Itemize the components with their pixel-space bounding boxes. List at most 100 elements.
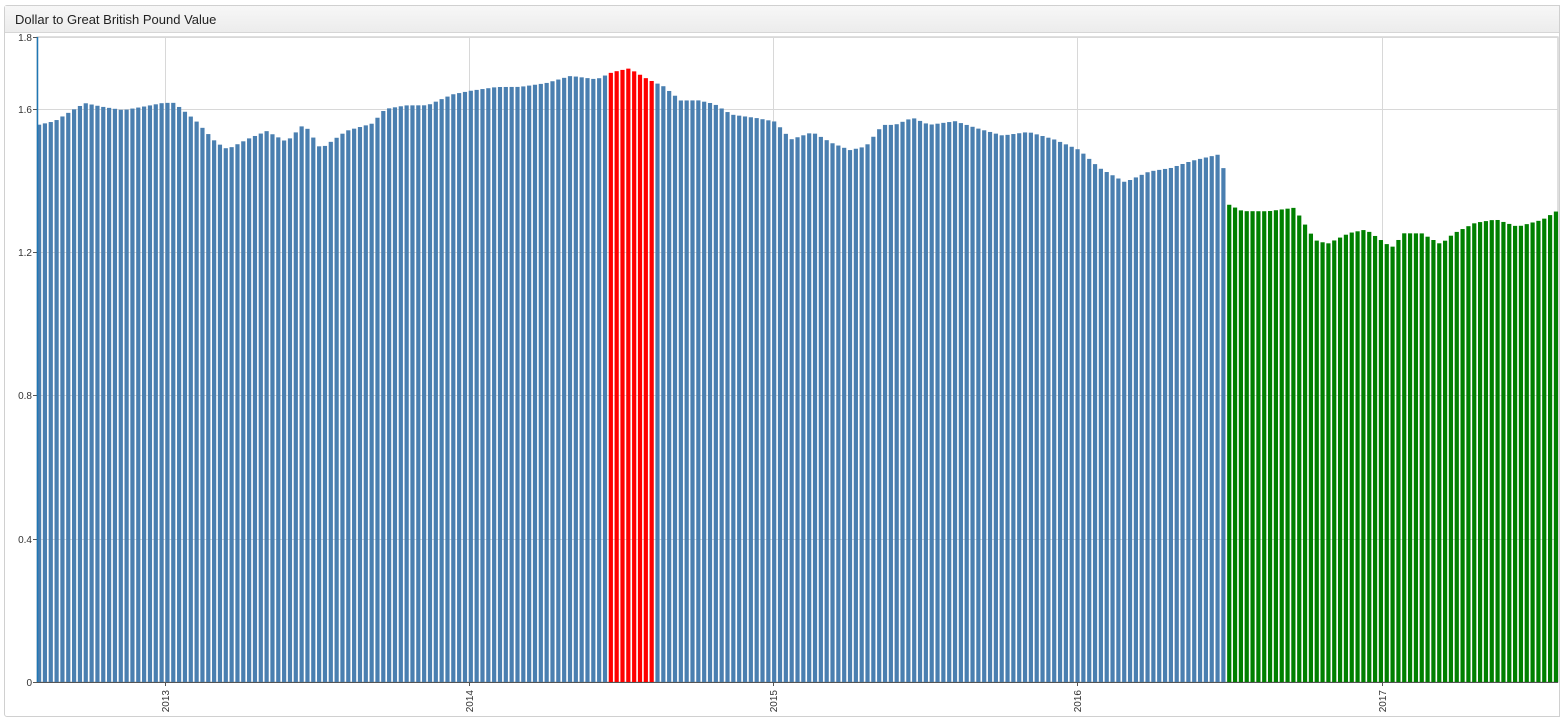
y-tick-label: 0 [26, 678, 32, 689]
bar [1057, 141, 1063, 683]
bar [853, 148, 858, 683]
bar [684, 100, 689, 682]
bar [877, 129, 882, 683]
bar [1314, 240, 1319, 682]
bar [264, 131, 269, 682]
bar [912, 118, 917, 682]
bar [229, 147, 234, 682]
bar [1087, 158, 1092, 682]
bar [900, 121, 905, 682]
y-tick-label: 1.2 [18, 248, 32, 259]
bar [725, 112, 730, 682]
bar [1279, 209, 1284, 682]
bar [661, 86, 666, 682]
bar [1022, 132, 1028, 683]
bar [1063, 144, 1068, 683]
bar [107, 107, 112, 683]
bar [842, 147, 847, 683]
bar [1320, 242, 1325, 682]
bar [48, 122, 53, 682]
bar [731, 114, 736, 682]
bar [457, 93, 462, 682]
bar [66, 112, 71, 683]
bar [777, 127, 783, 682]
bar [124, 109, 129, 683]
bar [1028, 132, 1033, 682]
bar [1530, 222, 1535, 683]
bar [1075, 149, 1080, 682]
bar [754, 118, 759, 683]
bar [212, 140, 217, 682]
bar [1425, 236, 1430, 682]
bar [532, 84, 538, 683]
bar [807, 133, 812, 683]
bar [1536, 220, 1541, 682]
bar [1034, 134, 1039, 683]
bar [1215, 154, 1220, 682]
bar [1174, 165, 1179, 683]
bars-layer [37, 68, 1559, 683]
bar [142, 106, 147, 682]
bar [311, 137, 316, 682]
bar [871, 136, 876, 682]
bar [1232, 207, 1238, 682]
bar [153, 104, 158, 682]
bar [503, 86, 508, 683]
y-tick-label: 1.6 [18, 105, 32, 116]
bar [1472, 223, 1477, 682]
bar [357, 127, 363, 682]
bar [643, 78, 648, 682]
bar [89, 104, 94, 682]
bar [276, 137, 281, 682]
x-tick-label: 2015 [769, 690, 780, 713]
bar [1349, 232, 1354, 683]
bar [1553, 211, 1559, 683]
bar [130, 108, 135, 682]
bar [818, 136, 823, 682]
bar [1221, 168, 1226, 683]
bar [964, 124, 969, 682]
bar [859, 147, 864, 682]
y-tick-label: 0.4 [18, 535, 32, 546]
bar [95, 105, 100, 682]
bar [486, 88, 491, 683]
bar [1542, 218, 1547, 682]
bar [1495, 219, 1500, 683]
bar [742, 116, 748, 682]
x-tick-label: 2017 [1378, 690, 1389, 713]
bar [282, 140, 287, 683]
bar [287, 138, 293, 682]
bar [1040, 136, 1045, 682]
bar [690, 100, 695, 683]
bar [165, 102, 170, 683]
bar [1011, 134, 1016, 683]
bar [1384, 244, 1389, 682]
bar [562, 77, 567, 683]
bar [258, 133, 263, 682]
bar [1162, 168, 1168, 682]
bar [1518, 225, 1524, 682]
bar [188, 116, 193, 682]
bar [223, 148, 228, 682]
bar [381, 111, 386, 682]
bar [322, 145, 328, 682]
bar [77, 105, 83, 683]
bar [713, 104, 718, 683]
widget-header: Dollar to Great British Pound Value [5, 6, 1559, 33]
bar [865, 144, 870, 683]
bar [136, 107, 141, 683]
bar [1017, 133, 1022, 683]
bar [556, 79, 561, 683]
x-tick-label: 2014 [465, 690, 476, 713]
bar [1302, 224, 1308, 682]
bar [1151, 170, 1156, 682]
bar [492, 87, 497, 682]
bar [637, 74, 643, 682]
bar [830, 143, 835, 682]
bar [783, 133, 788, 683]
bar [410, 105, 415, 683]
bar [538, 83, 543, 682]
y-tick-label: 1.8 [18, 33, 32, 44]
bar [1238, 210, 1243, 682]
bar [1267, 211, 1273, 682]
